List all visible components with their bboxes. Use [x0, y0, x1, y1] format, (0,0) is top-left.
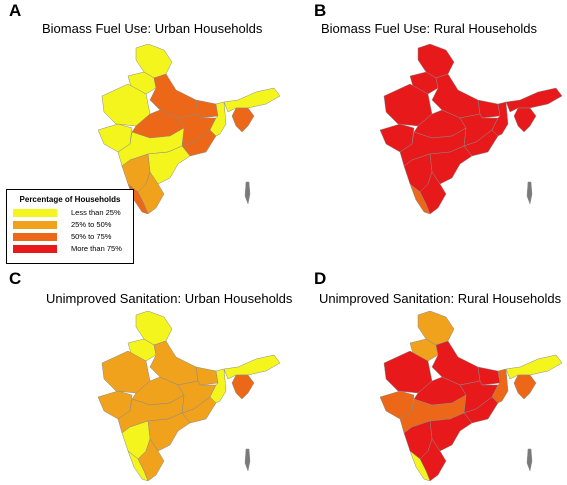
- state-region-assam: [223, 354, 281, 380]
- panel-title: Biomass Fuel Use: Urban Households: [42, 21, 263, 36]
- state-region-assam: [223, 87, 281, 113]
- legend-swatch: [13, 221, 57, 229]
- state-region-west-bengal: [491, 368, 509, 404]
- island-region: [244, 448, 251, 472]
- india-map: [98, 311, 281, 481]
- legend-item: 50% to 75%: [13, 233, 131, 243]
- panel-letter: C: [9, 269, 22, 288]
- legend-label: 50% to 75%: [71, 232, 112, 241]
- legend: Percentage of Households Less than 25% 2…: [6, 189, 134, 264]
- panel-letter: D: [314, 269, 327, 288]
- india-map: [380, 44, 563, 214]
- panel-c: C Unimproved Sanitation: Urban Household…: [0, 243, 292, 485]
- state-region-bihar: [477, 99, 501, 119]
- india-map: [380, 311, 563, 481]
- panel-d: D Unimproved Sanitation: Rural Household…: [283, 243, 566, 485]
- legend-label: 25% to 50%: [71, 220, 112, 229]
- panel-title: Biomass Fuel Use: Rural Households: [321, 21, 538, 36]
- state-region-kerala: [409, 183, 431, 214]
- island-region: [526, 448, 533, 472]
- state-region-west-bengal: [491, 101, 509, 137]
- state-region-kerala: [127, 450, 149, 481]
- panel-title: Unimproved Sanitation: Rural Households: [319, 291, 562, 306]
- state-region-kerala: [409, 450, 431, 481]
- legend-title: Percentage of Households: [19, 195, 121, 204]
- island-region: [526, 181, 533, 205]
- legend-label: More than 75%: [71, 244, 122, 253]
- state-region-west-bengal: [209, 101, 227, 137]
- panel-letter: A: [9, 1, 22, 20]
- legend-item: 25% to 50%: [13, 221, 131, 231]
- state-region-northeast-south: [513, 107, 537, 133]
- state-region-west-bengal: [209, 368, 227, 404]
- panel-b: B Biomass Fuel Use: Rural Households: [283, 0, 566, 242]
- state-region-northeast-south: [231, 107, 255, 133]
- state-region-northeast-south: [231, 374, 255, 400]
- state-region-bihar: [477, 366, 501, 386]
- state-region-bihar: [195, 366, 219, 386]
- legend-swatch: [13, 245, 57, 253]
- legend-swatch: [13, 233, 57, 241]
- state-region-northeast-south: [513, 374, 537, 400]
- legend-item: More than 75%: [13, 245, 131, 255]
- india-map: [98, 44, 281, 214]
- state-region-assam: [505, 354, 563, 380]
- panel-title: Unimproved Sanitation: Urban Households: [46, 291, 293, 306]
- legend-item: Less than 25%: [13, 209, 131, 219]
- state-region-bihar: [195, 99, 219, 119]
- legend-swatch: [13, 209, 57, 217]
- panel-letter: B: [314, 1, 327, 20]
- island-region: [244, 181, 251, 205]
- panel-a: A Biomass Fuel Use: Urban Households: [0, 0, 283, 242]
- legend-label: Less than 25%: [71, 208, 121, 217]
- state-region-assam: [505, 87, 563, 113]
